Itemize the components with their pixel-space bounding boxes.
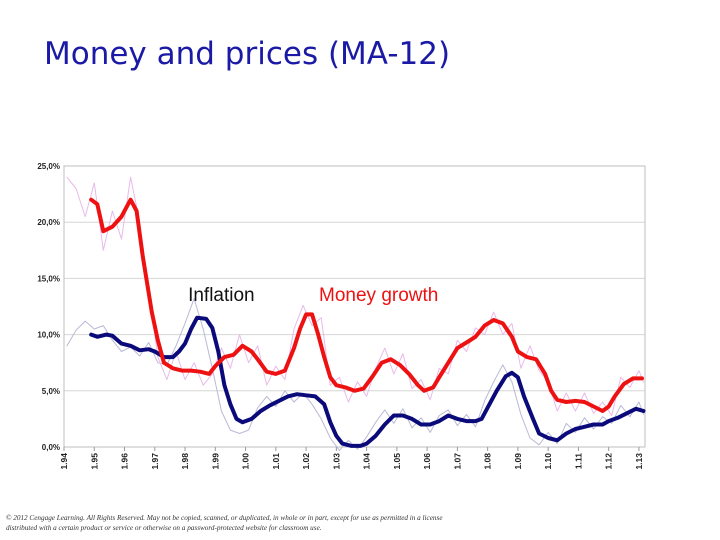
y-axis: 0,0% 5,0% 10,0% 15,0% 20,0% 25,0% — [37, 162, 60, 452]
y-tick-label: 25,0% — [37, 162, 60, 171]
slide-title: Money and prices (MA-12) — [44, 36, 451, 72]
series-line-money-growth — [89, 197, 644, 413]
x-tick-label: 1.07 — [452, 453, 462, 470]
x-tick-label: 1.04 — [362, 453, 372, 470]
x-tick-label: 1.06 — [422, 453, 432, 470]
x-tick-label: 1.94 — [59, 453, 69, 470]
x-tick-label: 1.99 — [210, 453, 220, 470]
series-line-inflation — [89, 315, 646, 448]
copyright-notice: © 2012 Cengage Learning. All Rights Rese… — [6, 514, 443, 532]
x-tick-label: 1.11 — [573, 453, 583, 469]
y-tick-label: 0,0% — [42, 443, 60, 452]
y-tick-label: 20,0% — [37, 218, 60, 227]
x-tick-label: 1.09 — [513, 453, 523, 470]
annotation-label: Money growth — [319, 285, 438, 306]
x-tick-label: 1.05 — [392, 453, 402, 470]
x-tick-label: 1.08 — [483, 453, 493, 470]
annotations: Inflation Money growth — [188, 285, 438, 306]
x-tick-label: 1.12 — [604, 453, 614, 470]
annotation-label: Inflation — [188, 285, 255, 306]
y-tick-label: 10,0% — [37, 331, 60, 340]
series-lines — [66, 176, 646, 451]
x-tick-label: 1.00 — [241, 453, 251, 470]
y-tick-label: 15,0% — [37, 274, 60, 283]
x-tick-label: 1.02 — [301, 453, 311, 470]
y-tick-label: 5,0% — [42, 387, 60, 396]
x-tick-label: 1.96 — [120, 453, 130, 470]
x-tick-label: 1.97 — [150, 453, 160, 470]
x-tick-label: 1.98 — [180, 453, 190, 470]
x-tick-label: 1.13 — [634, 453, 644, 470]
x-tick-label: 1.03 — [331, 453, 341, 470]
x-tick-label: 1.10 — [543, 453, 553, 470]
x-axis: 1.94 1.95 1.96 1.97 1.98 1.99 1.00 1.01 1.02 1.03… — [59, 447, 644, 470]
x-tick-label: 1.01 — [271, 453, 281, 470]
x-tick-label: 1.95 — [89, 453, 99, 470]
